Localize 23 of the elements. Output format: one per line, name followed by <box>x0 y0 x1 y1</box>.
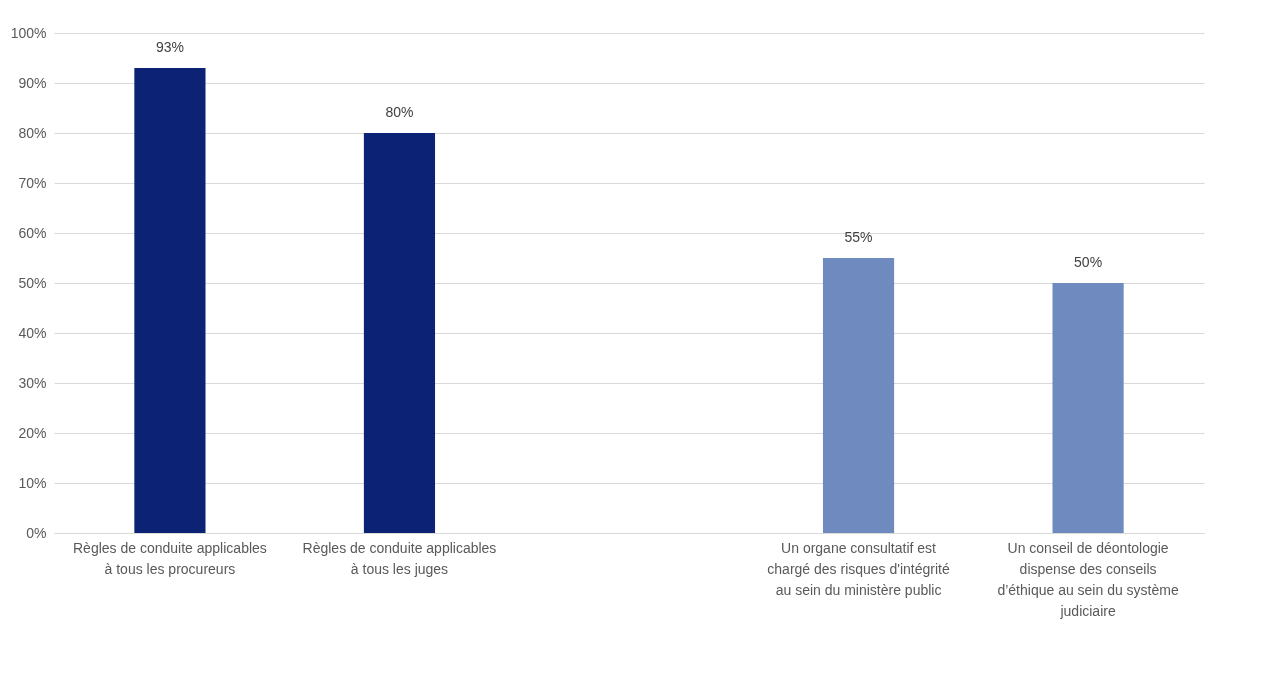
y-tick-label: 10% <box>18 474 47 491</box>
y-tick-label: 90% <box>18 74 47 91</box>
y-tick-label: 100% <box>10 24 47 41</box>
x-tick-label: Un conseil de déontologie dispense des conseils d’éthique au sein du système judiciaire <box>997 539 1179 619</box>
data-label: 50% <box>1074 254 1103 270</box>
data-label: 93% <box>155 39 184 55</box>
bar <box>1052 283 1124 533</box>
bar <box>363 133 436 533</box>
x-tick-label: Un organe consultatif est chargé des risques d'intégrité au sein du ministère public <box>767 539 950 598</box>
y-tick-label: 50% <box>18 274 47 291</box>
y-tick-label: 60% <box>18 224 47 241</box>
y-tick-label: 40% <box>18 324 47 341</box>
y-tick-label: 80% <box>18 124 47 141</box>
y-tick-label: 30% <box>18 374 47 391</box>
data-label: 55% <box>844 229 873 245</box>
y-tick-label: 0% <box>26 524 47 541</box>
x-tick-label: Règles de conduite applicables à tous les juges <box>302 539 497 577</box>
bar <box>134 68 206 533</box>
y-tick-label: 70% <box>18 174 47 191</box>
y-tick-label: 20% <box>18 424 47 441</box>
x-tick-label: Règles de conduite applicables à tous les procureurs <box>73 539 267 577</box>
bar <box>822 258 895 533</box>
data-label: 80% <box>385 104 414 120</box>
